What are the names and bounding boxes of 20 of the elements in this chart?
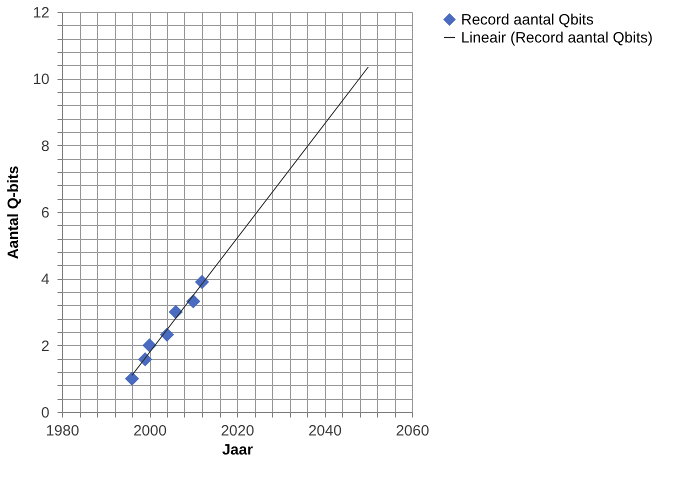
- y-tick-label: 2: [41, 338, 50, 355]
- legend-label: Record aantal Qbits: [461, 12, 594, 28]
- point: [124, 372, 140, 386]
- y-tick-label: 6: [41, 204, 50, 222]
- y-axis-title: Aantal Q-bits: [4, 166, 22, 260]
- legend-label: Lineair (Record aantal Qbits): [461, 30, 653, 46]
- point: [186, 294, 200, 308]
- y-tick-label: 12: [32, 4, 50, 22]
- y-tick-label: 4: [41, 271, 50, 288]
- y-tick-label: 8: [41, 138, 50, 155]
- x-axis-title: Jaar: [222, 442, 254, 458]
- x-tick-label: 2020: [220, 422, 254, 440]
- x-tick-label: 1980: [46, 422, 80, 440]
- x-tick-label: 2040: [308, 422, 342, 440]
- x-tick-label: 2060: [396, 422, 430, 440]
- y-tick-label: 0: [41, 404, 50, 422]
- y-tick-label: 10: [32, 71, 50, 88]
- x-tick-label: 2000: [133, 422, 167, 440]
- point: [138, 352, 152, 366]
- point: [142, 338, 157, 352]
